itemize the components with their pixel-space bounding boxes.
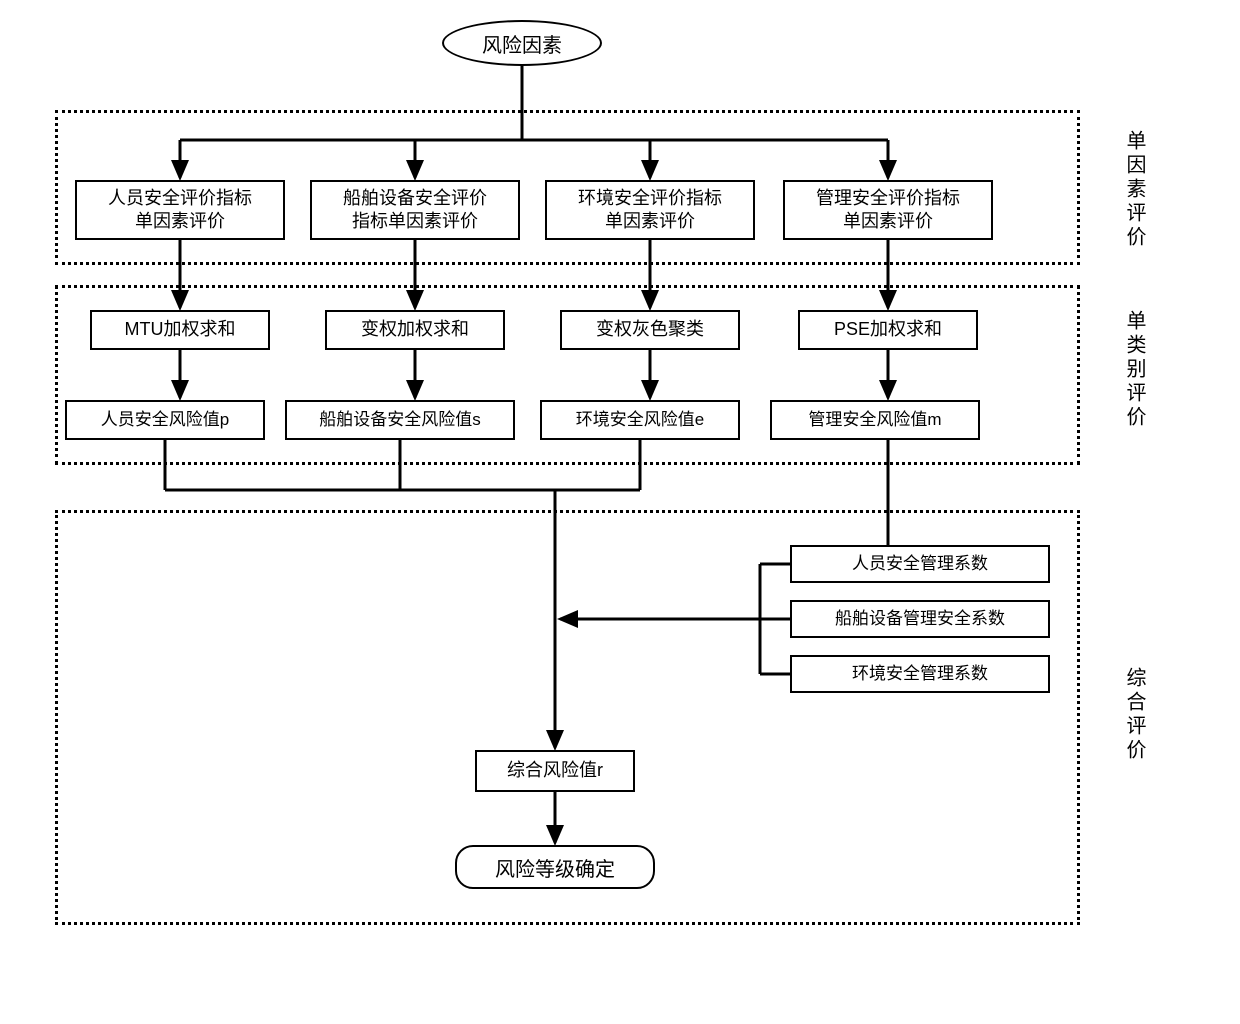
- group-single-factor-label: 单因素评价: [1120, 130, 1148, 250]
- node-start: 风险因素: [442, 20, 602, 66]
- node-c2: 船舶设备安全风险值s: [285, 400, 515, 440]
- node-a4: 管理安全评价指标 单因素评价: [783, 180, 993, 240]
- group-single-category-label: 单类别评价: [1120, 310, 1148, 430]
- node-b4: PSE加权求和: [798, 310, 978, 350]
- node-end: 风险等级确定: [455, 845, 655, 889]
- node-c4: 管理安全风险值m: [770, 400, 980, 440]
- node-b3: 变权灰色聚类: [560, 310, 740, 350]
- node-b1: MTU加权求和: [90, 310, 270, 350]
- node-d1: 人员安全管理系数: [790, 545, 1050, 583]
- group-comprehensive-label: 综合评价: [1120, 660, 1148, 770]
- node-r: 综合风险值r: [475, 750, 635, 792]
- node-c3: 环境安全风险值e: [540, 400, 740, 440]
- node-d2: 船舶设备管理安全系数: [790, 600, 1050, 638]
- node-b2: 变权加权求和: [325, 310, 505, 350]
- node-a1: 人员安全评价指标 单因素评价: [75, 180, 285, 240]
- flowchart-canvas: 单因素评价 单类别评价 综合评价 风险因素 人员安全评价指标 单因素评价 船舶设…: [0, 0, 1240, 1024]
- node-a3: 环境安全评价指标 单因素评价: [545, 180, 755, 240]
- node-d3: 环境安全管理系数: [790, 655, 1050, 693]
- node-a2: 船舶设备安全评价 指标单因素评价: [310, 180, 520, 240]
- node-c1: 人员安全风险值p: [65, 400, 265, 440]
